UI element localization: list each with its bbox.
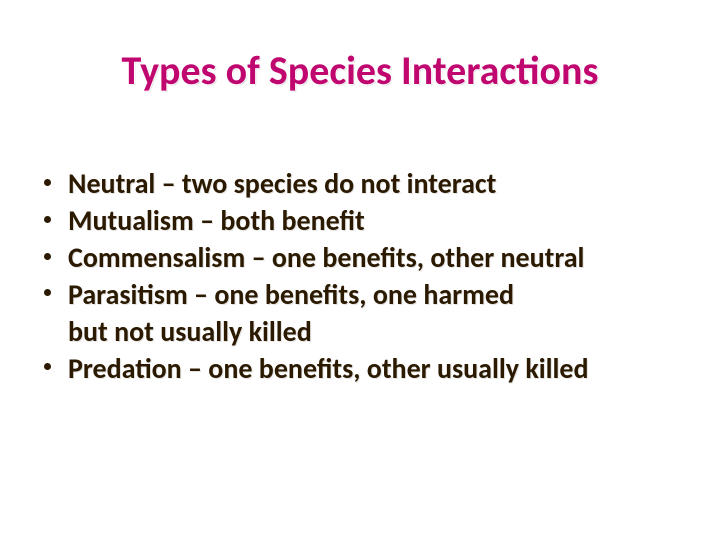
list-item-text: but not usually killed	[68, 314, 312, 349]
bullet-icon	[44, 216, 51, 223]
slide-body: Neutral – two species do not interact Mu…	[36, 166, 690, 388]
list-item-text: Commensalism – one benefits, other neutr…	[68, 240, 584, 275]
list-item: Predation – one benefits, other usually …	[36, 351, 690, 388]
bullet-icon	[44, 179, 51, 186]
list-item: Parasitism – one benefits, one harmed	[36, 277, 690, 314]
list-item-text: Predation – one benefits, other usually …	[68, 351, 589, 386]
list-item: Mutualism – both benefit	[36, 203, 690, 240]
bullet-list: Neutral – two species do not interact Mu…	[36, 166, 690, 388]
list-item-text: Mutualism – both benefit	[68, 203, 365, 238]
slide: Types of Species Interactions Neutral – …	[0, 0, 720, 540]
slide-title: Types of Species Interactions	[0, 46, 720, 95]
bullet-icon	[44, 253, 51, 260]
bullet-icon	[44, 289, 51, 296]
list-item-text: Parasitism – one benefits, one harmed	[68, 277, 514, 312]
list-item: Neutral – two species do not interact	[36, 166, 690, 203]
list-item: but not usually killed	[36, 314, 690, 351]
list-item: Commensalism – one benefits, other neutr…	[36, 240, 690, 277]
bullet-icon	[44, 363, 51, 370]
list-item-text: Neutral – two species do not interact	[68, 166, 496, 201]
